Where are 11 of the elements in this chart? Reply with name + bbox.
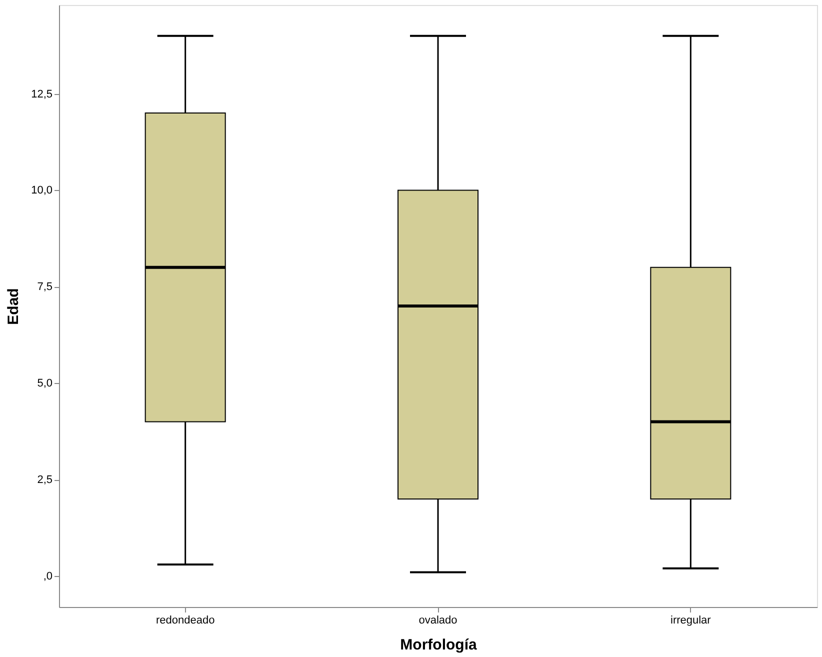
x-tick-label: redondeado xyxy=(156,614,215,626)
x-axis-title: Morfología xyxy=(400,636,478,654)
y-axis-title: Edad xyxy=(5,288,22,325)
x-tick-label: irregular xyxy=(670,614,712,626)
y-tick-label: ,0 xyxy=(43,570,52,583)
y-tick-label: 5,0 xyxy=(37,378,52,390)
x-tick-label: ovalado xyxy=(418,614,458,626)
y-tick-label: 2,5 xyxy=(37,474,52,486)
y-tick-label: 12,5 xyxy=(31,88,52,100)
y-tick-label: 10,0 xyxy=(31,184,52,197)
y-tick-label: 7,5 xyxy=(37,281,52,294)
